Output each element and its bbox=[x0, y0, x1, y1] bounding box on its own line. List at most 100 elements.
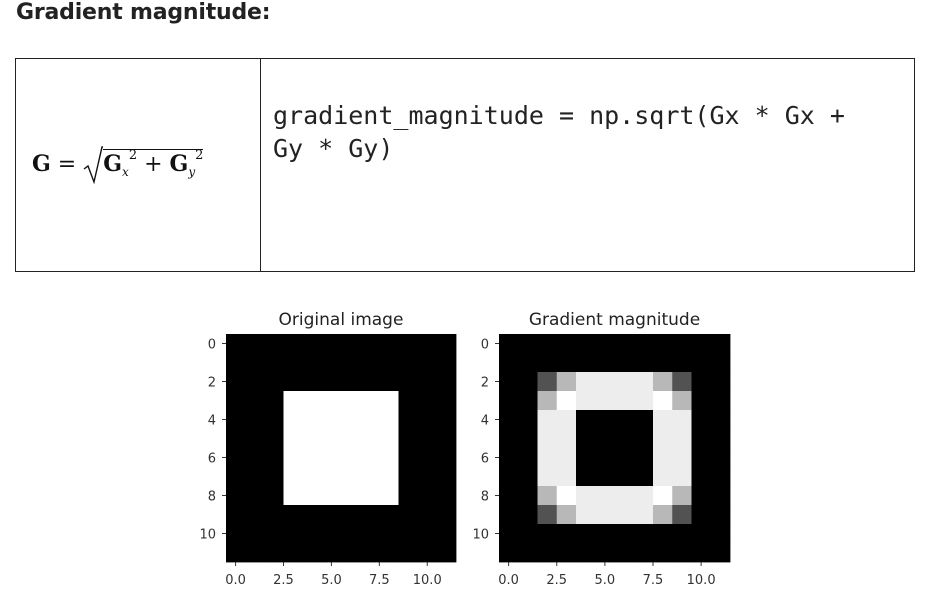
pixel-cell bbox=[499, 486, 519, 506]
pixel-cell bbox=[226, 429, 246, 449]
pixel-cell bbox=[499, 505, 519, 525]
pixel-cell bbox=[614, 467, 635, 487]
pixel-cell bbox=[245, 410, 265, 430]
pixel-cell bbox=[710, 391, 731, 411]
x-tick-label: 10.0 bbox=[413, 573, 442, 588]
pixel-cell bbox=[264, 334, 284, 354]
pixel-cell bbox=[360, 448, 380, 468]
pixel-cell bbox=[398, 524, 419, 544]
pixel-cell bbox=[264, 448, 284, 468]
formula-exp-2: 2 bbox=[195, 148, 204, 163]
pixel-cell bbox=[518, 448, 538, 468]
x-tick-label: 7.5 bbox=[369, 573, 390, 588]
pixel-cell bbox=[436, 448, 457, 468]
pixel-cell bbox=[379, 334, 399, 354]
y-tick-label: 2 bbox=[208, 376, 216, 391]
pixel-cell bbox=[321, 429, 342, 449]
pixel-cell bbox=[321, 448, 342, 468]
code-cell: gradient_magnitude = np.sqrt(Gx * Gx + G… bbox=[261, 59, 914, 271]
pixel-cell bbox=[576, 391, 596, 411]
pixel-cell bbox=[537, 486, 558, 506]
pixel-cell bbox=[576, 353, 596, 373]
pixel-cell bbox=[302, 467, 323, 487]
pixel-cell bbox=[653, 543, 673, 563]
pixel-cell bbox=[436, 543, 457, 563]
pixel-cell bbox=[595, 448, 615, 468]
pixel-cell bbox=[556, 353, 577, 373]
pixel-cell bbox=[518, 429, 538, 449]
pixel-cell bbox=[653, 524, 673, 544]
pixel-cell bbox=[245, 505, 265, 525]
pixel-cell bbox=[537, 448, 558, 468]
pixel-cell bbox=[302, 486, 323, 506]
x-tick-label: 0.0 bbox=[498, 573, 519, 588]
pixel-cell bbox=[398, 486, 419, 506]
pixel-cell bbox=[302, 410, 323, 430]
pixel-cell bbox=[379, 353, 399, 373]
formula-term-gy: G bbox=[169, 151, 189, 177]
pixel-cell bbox=[321, 410, 342, 430]
code-line-1: gradient_magnitude = np.sqrt(Gx * Gx + bbox=[273, 101, 845, 130]
y-tick-label: 2 bbox=[481, 376, 489, 391]
pixel-cell bbox=[302, 391, 323, 411]
pixel-cell bbox=[283, 486, 304, 506]
pixel-cell bbox=[499, 467, 519, 487]
formula-radicand: Gx 2 + Gy 2 bbox=[103, 148, 204, 179]
y-tick-label: 6 bbox=[208, 452, 216, 467]
pixel-cell bbox=[341, 467, 361, 487]
pixel-cell bbox=[245, 353, 265, 373]
pixel-cell bbox=[537, 372, 558, 392]
pixel-cell bbox=[245, 334, 265, 354]
pixel-cell bbox=[499, 448, 519, 468]
y-tick-label: 0 bbox=[208, 338, 216, 353]
pixel-cell bbox=[537, 429, 558, 449]
pixel-cell bbox=[341, 410, 361, 430]
pixel-cell bbox=[672, 391, 692, 411]
pixel-cell bbox=[321, 334, 342, 354]
pixel-cell bbox=[379, 543, 399, 563]
pixel-cell bbox=[633, 372, 654, 392]
pixel-cell bbox=[245, 543, 265, 563]
pixel-cell bbox=[710, 410, 731, 430]
pixel-cell bbox=[614, 353, 635, 373]
pixel-cell bbox=[245, 524, 265, 544]
pixel-cell bbox=[614, 486, 635, 506]
pixel-cell bbox=[653, 448, 673, 468]
pixel-cell bbox=[302, 448, 323, 468]
pixel-cell bbox=[518, 524, 538, 544]
pixel-cell bbox=[360, 334, 380, 354]
pixel-cell bbox=[556, 524, 577, 544]
pixel-cell bbox=[653, 391, 673, 411]
pixel-cell bbox=[283, 467, 304, 487]
pixel-cell bbox=[710, 334, 731, 354]
pixel-cell bbox=[614, 372, 635, 392]
pixel-cell bbox=[417, 486, 438, 506]
pixel-cell bbox=[576, 448, 596, 468]
code-line-2: Gy * Gy) bbox=[273, 134, 394, 163]
pixel-cell bbox=[595, 505, 615, 525]
pixel-cell bbox=[710, 524, 731, 544]
x-tick-label: 7.5 bbox=[643, 573, 664, 588]
pixel-cell bbox=[672, 429, 692, 449]
x-tick-label: 5.0 bbox=[595, 573, 616, 588]
pixel-cell bbox=[321, 505, 342, 525]
pixel-cell bbox=[360, 467, 380, 487]
gradient-formula: G = Gx 2 + Gy 2 bbox=[32, 145, 204, 185]
pixel-cell bbox=[417, 372, 438, 392]
formula-equals: = bbox=[57, 152, 77, 177]
y-tick-label: 0 bbox=[481, 338, 489, 353]
pixel-cell bbox=[436, 486, 457, 506]
pixel-cell bbox=[576, 467, 596, 487]
pixel-cell bbox=[341, 429, 361, 449]
pixel-cell bbox=[710, 448, 731, 468]
pixel-cell bbox=[264, 372, 284, 392]
pixel-cell bbox=[417, 543, 438, 563]
pixel-cell bbox=[417, 429, 438, 449]
pixel-cell bbox=[653, 372, 673, 392]
pixel-cell bbox=[417, 391, 438, 411]
pixel-cell bbox=[379, 410, 399, 430]
pixel-cell bbox=[264, 410, 284, 430]
pixel-cell bbox=[595, 486, 615, 506]
pixel-cell bbox=[360, 429, 380, 449]
pixel-cell bbox=[360, 391, 380, 411]
